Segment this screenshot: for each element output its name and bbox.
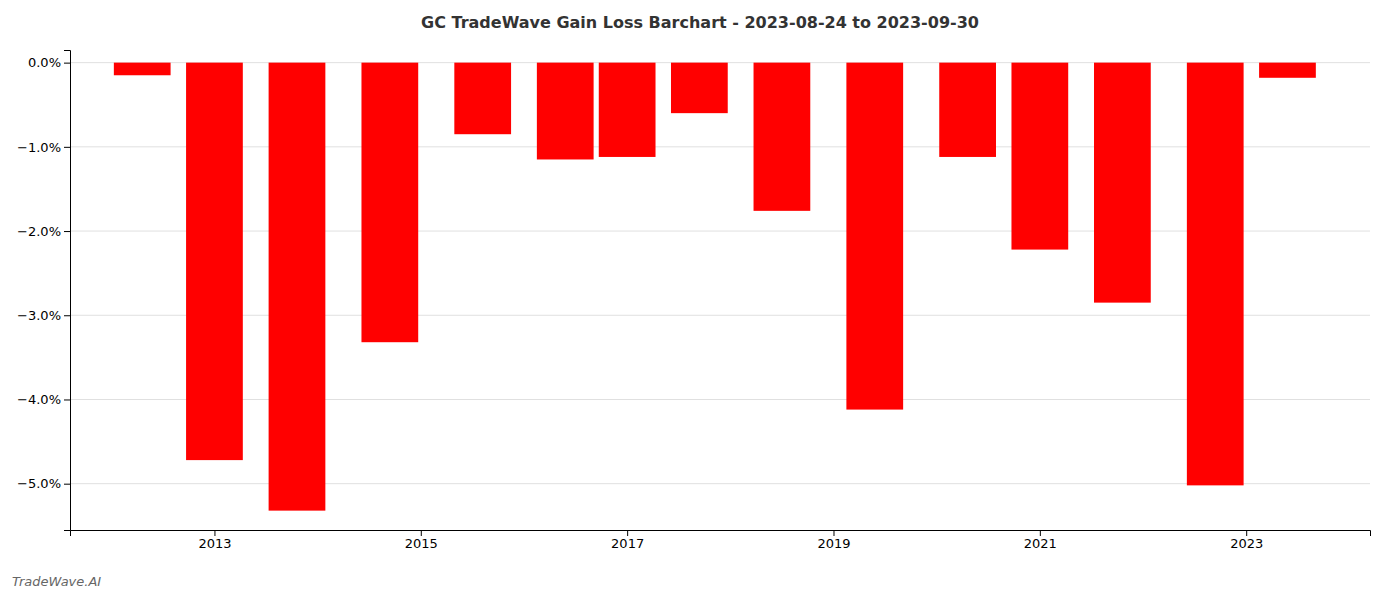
y-tick: −3.0% — [17, 308, 70, 323]
x-tick: 2023 — [1230, 530, 1263, 551]
bar — [671, 63, 728, 114]
y-tick-label: −4.0% — [17, 392, 61, 407]
bar — [846, 63, 903, 410]
y-tick: 0.0% — [28, 55, 70, 70]
x-tick: 2017 — [611, 530, 644, 551]
x-axis: 2013 2015 2017 2019 2021 2023 — [71, 530, 1371, 551]
x-tick-label: 2019 — [817, 536, 850, 551]
y-tick-mark — [64, 63, 70, 64]
y-tick-mark — [64, 231, 70, 232]
bar — [269, 63, 326, 511]
bars — [114, 63, 1316, 511]
x-tick: 2013 — [198, 530, 231, 551]
y-tick-mark — [64, 399, 70, 400]
x-tick-mark — [627, 530, 628, 536]
grid-line — [70, 315, 1370, 316]
bar — [361, 63, 418, 343]
x-tick-label: 2013 — [198, 536, 231, 551]
x-tick: 2019 — [817, 530, 850, 551]
y-tick: −4.0% — [17, 392, 70, 407]
chart: 0.0%−1.0%−2.0%−3.0%−4.0%−5.0%20132015201… — [0, 0, 1400, 600]
x-tick: 2015 — [405, 530, 438, 551]
bar — [939, 63, 996, 157]
y-tick-label: −1.0% — [17, 140, 61, 155]
x-tick-label: 2021 — [1024, 536, 1057, 551]
y-tick: −2.0% — [17, 224, 70, 239]
y-tick-label: −3.0% — [17, 308, 61, 323]
y-tick-label: −2.0% — [17, 224, 61, 239]
grid-line — [70, 146, 1370, 147]
y-axis-line — [64, 51, 71, 531]
bar — [1094, 63, 1151, 303]
y-tick-mark — [64, 484, 70, 485]
annotation: TradeWave.AI — [12, 574, 101, 589]
y-tick-label: −5.0% — [17, 476, 61, 491]
bar — [114, 63, 171, 76]
grid-line — [70, 399, 1370, 400]
title: GC TradeWave Gain Loss Barchart - 2023-0… — [421, 13, 979, 32]
plot: 0.0%−1.0%−2.0%−3.0%−4.0%−5.0%20132015201… — [17, 51, 1370, 552]
x-tick-mark — [421, 530, 422, 536]
bar — [1259, 63, 1316, 78]
bar — [537, 63, 594, 160]
x-tick-mark — [833, 530, 834, 536]
x-tick-mark — [1246, 530, 1247, 536]
bar — [186, 63, 243, 460]
bar — [1011, 63, 1068, 250]
y-tick-mark — [64, 147, 70, 148]
grid-line — [70, 483, 1370, 484]
grid-line — [70, 231, 1370, 232]
bar — [754, 63, 811, 211]
y-tick-label: 0.0% — [28, 55, 61, 70]
x-tick-label: 2023 — [1230, 536, 1263, 551]
y-tick: −1.0% — [17, 140, 70, 155]
y-tick-mark — [64, 315, 70, 316]
grid — [70, 63, 1370, 484]
bar — [599, 63, 656, 157]
x-axis-line — [71, 531, 1371, 537]
x-tick-mark — [214, 530, 215, 536]
x-tick-label: 2015 — [405, 536, 438, 551]
x-tick: 2021 — [1024, 530, 1057, 551]
y-axis: 0.0% −1.0% −2.0% −3.0% −4.0% −5.0% — [17, 51, 70, 531]
bar — [1187, 63, 1244, 486]
x-tick-label: 2017 — [611, 536, 644, 551]
y-tick: −5.0% — [17, 476, 70, 491]
bar — [454, 63, 511, 135]
x-tick-mark — [1040, 530, 1041, 536]
